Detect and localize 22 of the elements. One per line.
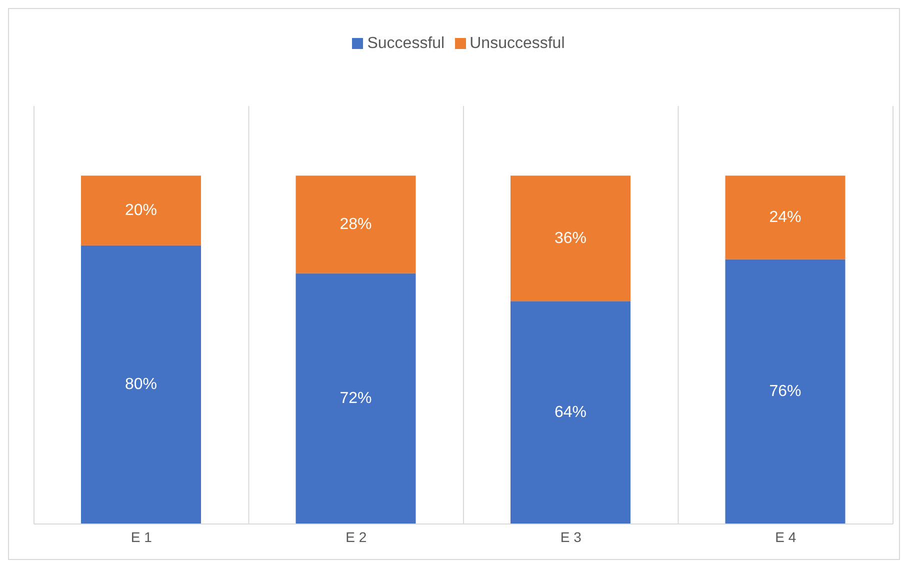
data-label: 72% <box>340 390 372 408</box>
data-label: 28% <box>340 216 372 233</box>
bar <box>510 176 630 302</box>
bar <box>296 176 416 274</box>
data-label: 24% <box>769 208 802 226</box>
bar <box>510 301 630 524</box>
legend-label: Unsuccessful <box>470 35 565 52</box>
data-label: 20% <box>124 202 158 219</box>
data-label: 36% <box>554 230 587 247</box>
bar <box>81 245 201 524</box>
x-tick-label: E 4 <box>775 528 796 545</box>
bar <box>296 273 416 524</box>
bar <box>81 176 201 246</box>
data-label: 76% <box>769 383 802 400</box>
x-tick-label: E 3 <box>560 528 582 545</box>
x-tick-label: E 2 <box>346 528 367 545</box>
legend-label: Successful <box>367 35 445 52</box>
data-label: 80% <box>124 376 158 394</box>
bar <box>725 259 846 524</box>
bar <box>725 176 846 260</box>
data-label: 64% <box>554 404 587 422</box>
x-tick-label: E 1 <box>130 528 152 545</box>
